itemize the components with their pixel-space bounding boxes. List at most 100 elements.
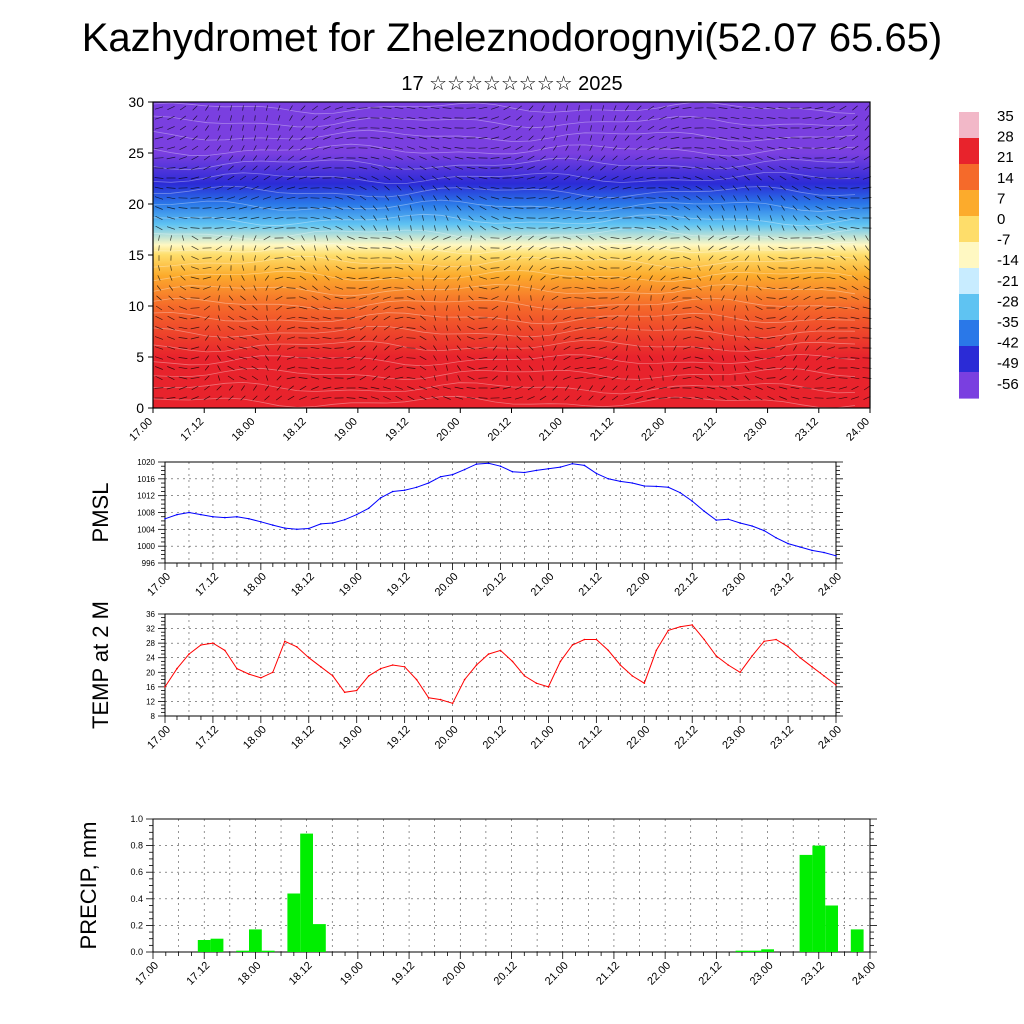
x-tick-label: 18.12 bbox=[287, 960, 315, 988]
wind-barb bbox=[445, 225, 449, 231]
pmsl-point bbox=[739, 522, 741, 524]
wind-barb bbox=[766, 286, 776, 290]
wind-barb bbox=[479, 265, 487, 271]
wind-barb bbox=[850, 187, 860, 189]
wind-barb bbox=[335, 206, 343, 210]
wind-barb bbox=[433, 365, 437, 371]
wind-barb bbox=[311, 105, 319, 111]
wind-barb bbox=[408, 175, 414, 181]
wind-barb bbox=[334, 116, 344, 120]
wind-barb bbox=[240, 395, 246, 401]
wind-barb bbox=[395, 156, 403, 160]
wind-barb bbox=[251, 175, 259, 181]
wind-barb bbox=[706, 137, 716, 139]
wind-barb bbox=[334, 126, 344, 130]
wind-barb bbox=[658, 196, 668, 200]
wind-barb bbox=[516, 325, 522, 331]
wind-barb bbox=[215, 235, 223, 241]
x-tick-label: 21.12 bbox=[577, 571, 605, 599]
pmsl-point bbox=[439, 475, 442, 478]
wind-barb bbox=[431, 235, 439, 241]
colorbar-label: 21 bbox=[997, 149, 1014, 166]
wind-barb bbox=[708, 195, 714, 201]
wind-barb bbox=[310, 336, 320, 340]
wind-barb bbox=[661, 295, 665, 301]
wind-barb bbox=[840, 245, 846, 251]
wind-barb bbox=[587, 235, 595, 241]
wind-barb bbox=[744, 245, 750, 251]
wind-barb bbox=[672, 305, 678, 311]
wind-barb bbox=[850, 176, 860, 180]
wind-barb bbox=[371, 175, 379, 181]
wind-barb bbox=[359, 185, 367, 191]
wind-barb bbox=[792, 195, 798, 201]
wind-barb bbox=[553, 325, 557, 331]
wind-barb bbox=[516, 245, 522, 251]
wind-barb bbox=[504, 285, 510, 291]
wind-barb bbox=[598, 376, 608, 380]
wind-barb bbox=[744, 325, 750, 331]
y-tick-label: 20 bbox=[146, 668, 155, 677]
wind-barb bbox=[334, 177, 344, 179]
wind-barb bbox=[346, 167, 356, 169]
wind-barb bbox=[298, 317, 308, 319]
wind-barb bbox=[721, 335, 725, 341]
wind-barb bbox=[178, 347, 188, 349]
wind-barb bbox=[707, 185, 715, 191]
wind-barb bbox=[264, 155, 270, 161]
wind-barb bbox=[660, 275, 666, 281]
wind-barb bbox=[779, 345, 787, 351]
wind-barb bbox=[815, 205, 823, 211]
wind-barb bbox=[457, 275, 461, 281]
wind-barb bbox=[586, 206, 596, 210]
wind-barb bbox=[563, 335, 571, 341]
wind-barb bbox=[515, 145, 523, 151]
precip-bar bbox=[825, 905, 838, 952]
pmsl-point bbox=[487, 462, 490, 465]
x-tick-label: 22.12 bbox=[697, 960, 725, 988]
wind-barb bbox=[662, 305, 664, 311]
wind-barb bbox=[217, 365, 221, 371]
wind-barb bbox=[467, 195, 475, 201]
wind-barb bbox=[253, 145, 257, 151]
wind-barb bbox=[277, 115, 281, 121]
wind-barb bbox=[154, 387, 164, 389]
isotherm-line bbox=[152, 172, 856, 184]
wind-barb bbox=[551, 295, 559, 301]
wind-barb bbox=[767, 156, 775, 160]
wind-barb bbox=[672, 315, 678, 321]
wind-barb bbox=[226, 196, 236, 200]
wind-barb bbox=[457, 325, 461, 331]
x-tick-label: 18.12 bbox=[289, 571, 317, 599]
wind-barb bbox=[166, 206, 176, 210]
wind-barb bbox=[346, 297, 356, 299]
wind-barb bbox=[540, 145, 546, 151]
wind-barb bbox=[754, 116, 764, 120]
wind-barb bbox=[179, 386, 187, 390]
wind-barb bbox=[167, 305, 175, 311]
wind-barb bbox=[826, 196, 836, 200]
temp2m-point bbox=[284, 640, 286, 643]
wind-barb bbox=[168, 295, 174, 301]
wind-barb bbox=[746, 225, 748, 231]
wind-barb bbox=[742, 106, 752, 110]
wind-barb bbox=[347, 336, 355, 340]
wind-barb bbox=[395, 386, 403, 390]
wind-barb bbox=[203, 295, 211, 301]
wind-barb bbox=[432, 275, 438, 281]
wind-barb bbox=[310, 226, 320, 230]
wind-barb bbox=[422, 215, 424, 221]
wind-barb bbox=[637, 325, 641, 331]
wind-barb bbox=[358, 237, 368, 239]
wind-barb bbox=[238, 326, 248, 330]
wind-barb bbox=[506, 325, 508, 331]
temp2m-ylabel: TEMP at 2 M bbox=[88, 601, 113, 729]
wind-barb bbox=[709, 305, 713, 311]
wind-barb bbox=[766, 317, 776, 319]
wind-barb bbox=[505, 335, 509, 341]
wind-barb bbox=[241, 275, 245, 281]
wind-barb bbox=[709, 225, 713, 231]
wind-barb bbox=[310, 207, 320, 209]
wind-barb bbox=[694, 387, 704, 389]
wind-barb bbox=[720, 195, 726, 201]
